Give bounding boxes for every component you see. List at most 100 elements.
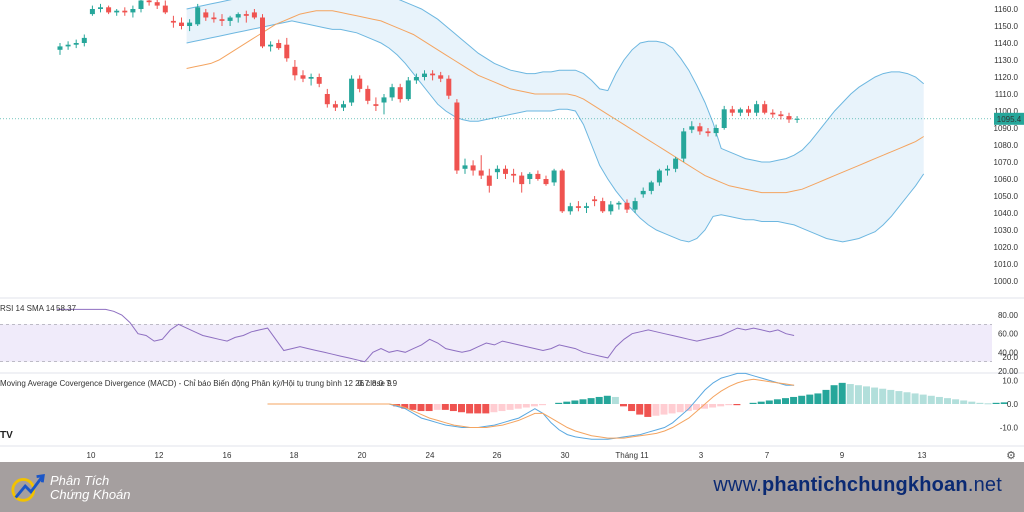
candle bbox=[243, 10, 249, 23]
candle bbox=[462, 158, 468, 174]
rsi-tick-label: 40.00 bbox=[998, 348, 1019, 357]
candle-body bbox=[551, 170, 557, 183]
macd-histogram-bar bbox=[563, 401, 571, 404]
candle-body bbox=[300, 75, 306, 79]
candle bbox=[559, 168, 565, 213]
macd-histogram-bar bbox=[1000, 402, 1008, 404]
macd-histogram-bar bbox=[571, 400, 579, 404]
candle bbox=[57, 43, 63, 55]
candle bbox=[519, 172, 525, 193]
macd-histogram-bar bbox=[433, 404, 441, 410]
macd-histogram-bar bbox=[838, 382, 846, 404]
candle-body bbox=[341, 104, 346, 108]
candle bbox=[705, 128, 711, 137]
candle bbox=[713, 124, 719, 137]
candle-body bbox=[170, 20, 176, 23]
time-tick-label: 3 bbox=[699, 451, 704, 460]
candle bbox=[235, 12, 241, 23]
candle bbox=[389, 83, 395, 101]
macd-signal-line bbox=[267, 378, 795, 439]
candle-body bbox=[284, 44, 290, 59]
chart-svg[interactable]: 1000.01010.01020.01030.01040.01050.01060… bbox=[0, 0, 1024, 462]
macd-histogram-bar bbox=[984, 403, 992, 405]
candle bbox=[146, 0, 152, 6]
candle bbox=[608, 201, 614, 215]
candle-body bbox=[405, 80, 411, 100]
candle-body bbox=[592, 199, 598, 202]
tradingview-logo[interactable]: TV bbox=[0, 430, 13, 441]
candle-body bbox=[438, 75, 444, 79]
candle bbox=[316, 73, 322, 88]
candle-body bbox=[365, 88, 371, 101]
macd-histogram-bar bbox=[417, 404, 425, 412]
candle-body bbox=[179, 22, 184, 26]
macd-histogram-bar bbox=[717, 404, 725, 407]
macd-tick-label: 0.0 bbox=[1007, 400, 1019, 409]
macd-histogram-bar bbox=[555, 402, 563, 404]
candle bbox=[632, 197, 638, 213]
candle-body bbox=[705, 131, 711, 134]
footer-banner: Phân Tích Chứng Khoán www.phantichchungk… bbox=[0, 462, 1024, 512]
candle bbox=[624, 199, 630, 213]
macd-tick-label: 20.0 bbox=[1002, 353, 1018, 362]
candle bbox=[106, 5, 112, 15]
sma-basis-line bbox=[186, 10, 924, 194]
candle bbox=[527, 172, 533, 185]
candle-body bbox=[251, 12, 257, 18]
candle bbox=[292, 60, 298, 81]
rsi-value: 58.37 bbox=[56, 304, 77, 313]
macd-histogram-bar bbox=[660, 404, 668, 415]
candle-body bbox=[260, 17, 265, 47]
candle-body bbox=[316, 77, 322, 84]
brand-logo[interactable]: Phân Tích Chứng Khoán bbox=[10, 468, 131, 508]
price-tick-label: 1050.0 bbox=[994, 192, 1019, 201]
candle-body bbox=[219, 19, 225, 21]
candle bbox=[357, 75, 363, 93]
candle bbox=[486, 168, 492, 193]
macd-histogram-bar bbox=[830, 385, 838, 404]
macd-histogram-bar bbox=[701, 404, 708, 409]
candle-body bbox=[81, 37, 87, 43]
macd-histogram-bar bbox=[733, 404, 741, 406]
macd-histogram-bar bbox=[425, 404, 433, 412]
chart-area[interactable]: 1000.0 1010.0 1020.0 1030.0 1040.0 1050.0 1060… bbox=[0, 0, 1024, 462]
candle-body bbox=[665, 168, 670, 171]
price-tick-label: 1000.0 bbox=[994, 277, 1019, 286]
candle-body bbox=[308, 77, 314, 79]
brand-icon bbox=[11, 473, 45, 502]
candle-body bbox=[729, 109, 735, 113]
candle bbox=[170, 15, 176, 28]
candle bbox=[786, 112, 792, 123]
macd-histogram-bar bbox=[806, 394, 814, 404]
macd-histogram-bar bbox=[644, 404, 652, 417]
macd-histogram-bar bbox=[449, 404, 457, 412]
candle bbox=[673, 156, 679, 173]
gear-icon[interactable]: ⚙ bbox=[1006, 450, 1016, 462]
candle-body bbox=[389, 87, 395, 98]
bollinger-band-fill bbox=[186, 0, 924, 242]
macd-histogram-bar bbox=[458, 404, 465, 413]
candle bbox=[721, 105, 727, 130]
site-url[interactable]: www.phantichchungkhoan.net bbox=[713, 474, 1002, 497]
candle-body bbox=[381, 97, 387, 103]
candle bbox=[405, 77, 411, 101]
candle-body bbox=[324, 94, 330, 105]
candle-body bbox=[462, 165, 468, 169]
candle bbox=[251, 9, 257, 20]
macd-value: 7.9 bbox=[386, 379, 398, 388]
macd-histogram-bar bbox=[846, 384, 854, 404]
candle-body bbox=[543, 179, 549, 185]
macd-histogram-bar bbox=[773, 399, 781, 404]
macd-histogram-bar bbox=[636, 404, 644, 415]
candle bbox=[430, 70, 436, 81]
rsi-tick-label: 20.00 bbox=[998, 367, 1019, 376]
brand-text: Phân Tích Chứng Khoán bbox=[50, 474, 131, 502]
macd-histogram-bar bbox=[522, 404, 530, 408]
candle-body bbox=[503, 168, 508, 174]
macd-histogram-bar bbox=[401, 404, 409, 409]
candle-body bbox=[243, 14, 249, 16]
candle-body bbox=[454, 102, 460, 171]
macd-tick-label: -10.0 bbox=[1000, 424, 1019, 433]
candle bbox=[454, 99, 460, 174]
time-tick-label: 16 bbox=[223, 451, 232, 460]
